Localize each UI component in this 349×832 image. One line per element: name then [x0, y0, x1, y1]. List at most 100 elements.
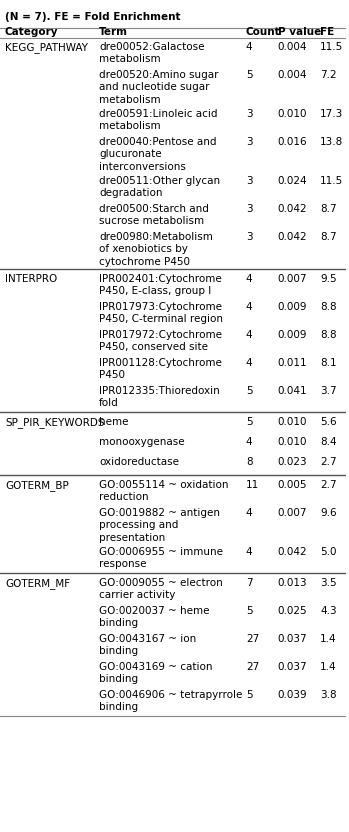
Text: 8.4: 8.4	[320, 437, 337, 447]
Text: 3: 3	[246, 204, 252, 214]
Text: 3: 3	[246, 109, 252, 119]
Text: 0.009: 0.009	[277, 330, 307, 340]
Text: 0.041: 0.041	[277, 386, 307, 396]
Text: 3: 3	[246, 176, 252, 186]
Text: Count: Count	[246, 27, 281, 37]
Text: GOTERM_BP: GOTERM_BP	[5, 480, 69, 491]
Text: 0.013: 0.013	[277, 578, 307, 588]
Text: dre00040:Pentose and
glucuronate
interconversions: dre00040:Pentose and glucuronate interco…	[99, 137, 217, 171]
Text: IPR017972:Cytochrome
P450, conserved site: IPR017972:Cytochrome P450, conserved sit…	[99, 330, 222, 353]
Text: GO:0043169 ~ cation
binding: GO:0043169 ~ cation binding	[99, 662, 213, 685]
Text: GO:0055114 ~ oxidation
reduction: GO:0055114 ~ oxidation reduction	[99, 480, 229, 503]
Text: dre00511:Other glycan
degradation: dre00511:Other glycan degradation	[99, 176, 220, 198]
Text: 8: 8	[246, 457, 252, 467]
Text: 5.6: 5.6	[320, 417, 337, 427]
Text: 8.8: 8.8	[320, 330, 337, 340]
Text: 4.3: 4.3	[320, 606, 337, 616]
Text: 5: 5	[246, 417, 252, 427]
Text: 1.4: 1.4	[320, 634, 337, 644]
Text: heme: heme	[99, 417, 129, 427]
Text: 8.1: 8.1	[320, 358, 337, 368]
Text: 3.8: 3.8	[320, 690, 337, 700]
Text: 27: 27	[246, 662, 259, 672]
Text: GO:0020037 ~ heme
binding: GO:0020037 ~ heme binding	[99, 606, 210, 628]
Text: 0.037: 0.037	[277, 634, 307, 644]
Text: 0.011: 0.011	[277, 358, 307, 368]
Text: 3: 3	[246, 232, 252, 242]
Text: 0.010: 0.010	[277, 109, 307, 119]
Text: Term: Term	[99, 27, 128, 37]
Text: GO:0006955 ~ immune
response: GO:0006955 ~ immune response	[99, 547, 223, 569]
Text: 5: 5	[246, 70, 252, 80]
Text: 8.7: 8.7	[320, 232, 337, 242]
Text: 4: 4	[246, 508, 252, 518]
Text: 4: 4	[246, 437, 252, 447]
Text: KEGG_PATHWAY: KEGG_PATHWAY	[5, 42, 88, 53]
Text: GO:0019882 ~ antigen
processing and
presentation: GO:0019882 ~ antigen processing and pres…	[99, 508, 220, 542]
Text: dre00500:Starch and
sucrose metabolism: dre00500:Starch and sucrose metabolism	[99, 204, 209, 226]
Text: 0.007: 0.007	[277, 274, 307, 284]
Text: 1.4: 1.4	[320, 662, 337, 672]
Text: 5: 5	[246, 606, 252, 616]
Text: 0.016: 0.016	[277, 137, 307, 147]
Text: 3.5: 3.5	[320, 578, 337, 588]
Text: IPR017973:Cytochrome
P450, C-terminal region: IPR017973:Cytochrome P450, C-terminal re…	[99, 302, 223, 324]
Text: 8.8: 8.8	[320, 302, 337, 312]
Text: P value: P value	[277, 27, 321, 37]
Text: 4: 4	[246, 330, 252, 340]
Text: 0.023: 0.023	[277, 457, 307, 467]
Text: 17.3: 17.3	[320, 109, 343, 119]
Text: 3.7: 3.7	[320, 386, 337, 396]
Text: 9.5: 9.5	[320, 274, 337, 284]
Text: 0.007: 0.007	[277, 508, 307, 518]
Text: 0.042: 0.042	[277, 547, 307, 557]
Text: oxidoreductase: oxidoreductase	[99, 457, 179, 467]
Text: GO:0009055 ~ electron
carrier activity: GO:0009055 ~ electron carrier activity	[99, 578, 223, 601]
Text: 27: 27	[246, 634, 259, 644]
Text: 7: 7	[246, 578, 252, 588]
Text: (N = 7). FE = Fold Enrichment: (N = 7). FE = Fold Enrichment	[5, 12, 180, 22]
Text: 0.009: 0.009	[277, 302, 307, 312]
Text: SP_PIR_KEYWORDS: SP_PIR_KEYWORDS	[5, 417, 104, 428]
Text: 0.010: 0.010	[277, 437, 307, 447]
Text: 2.7: 2.7	[320, 457, 337, 467]
Text: 0.024: 0.024	[277, 176, 307, 186]
Text: GO:0043167 ~ ion
binding: GO:0043167 ~ ion binding	[99, 634, 196, 656]
Text: 2.7: 2.7	[320, 480, 337, 490]
Text: dre00052:Galactose
metabolism: dre00052:Galactose metabolism	[99, 42, 205, 64]
Text: 4: 4	[246, 358, 252, 368]
Text: 8.7: 8.7	[320, 204, 337, 214]
Text: 0.005: 0.005	[277, 480, 307, 490]
Text: 4: 4	[246, 547, 252, 557]
Text: 3: 3	[246, 137, 252, 147]
Text: 5.0: 5.0	[320, 547, 337, 557]
Text: GO:0046906 ~ tetrapyrrole
binding: GO:0046906 ~ tetrapyrrole binding	[99, 690, 243, 712]
Text: 5: 5	[246, 386, 252, 396]
Text: 0.039: 0.039	[277, 690, 307, 700]
Text: IPR001128:Cytochrome
P450: IPR001128:Cytochrome P450	[99, 358, 222, 380]
Text: 4: 4	[246, 274, 252, 284]
Text: 11.5: 11.5	[320, 176, 343, 186]
Text: 0.042: 0.042	[277, 232, 307, 242]
Text: 0.010: 0.010	[277, 417, 307, 427]
Text: 11.5: 11.5	[320, 42, 343, 52]
Text: 9.6: 9.6	[320, 508, 337, 518]
Text: dre00591:Linoleic acid
metabolism: dre00591:Linoleic acid metabolism	[99, 109, 218, 131]
Text: INTERPRO: INTERPRO	[5, 274, 57, 284]
Text: 0.037: 0.037	[277, 662, 307, 672]
Text: Category: Category	[5, 27, 58, 37]
Text: dre00980:Metabolism
of xenobiotics by
cytochrome P450: dre00980:Metabolism of xenobiotics by cy…	[99, 232, 213, 267]
Text: GOTERM_MF: GOTERM_MF	[5, 578, 70, 589]
Text: 7.2: 7.2	[320, 70, 337, 80]
Text: 0.004: 0.004	[277, 70, 307, 80]
Text: 0.042: 0.042	[277, 204, 307, 214]
Text: 4: 4	[246, 302, 252, 312]
Text: 0.004: 0.004	[277, 42, 307, 52]
Text: 4: 4	[246, 42, 252, 52]
Text: FE: FE	[320, 27, 334, 37]
Text: 11: 11	[246, 480, 259, 490]
Text: IPR012335:Thioredoxin
fold: IPR012335:Thioredoxin fold	[99, 386, 220, 409]
Text: dre00520:Amino sugar
and nucleotide sugar
metabolism: dre00520:Amino sugar and nucleotide suga…	[99, 70, 218, 105]
Text: 5: 5	[246, 690, 252, 700]
Text: 13.8: 13.8	[320, 137, 343, 147]
